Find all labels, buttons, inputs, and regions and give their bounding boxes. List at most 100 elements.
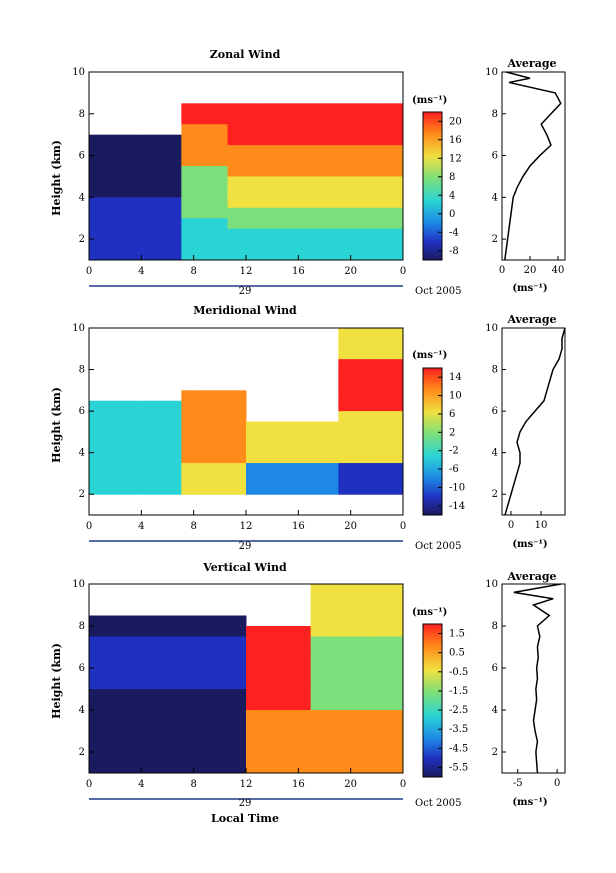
heatmap-cell xyxy=(246,710,256,721)
heatmap-cell xyxy=(190,166,201,177)
heatmap-cell xyxy=(329,145,339,157)
heatmap-cell xyxy=(301,134,312,146)
heatmap-cell xyxy=(356,605,367,616)
heatmap-cell xyxy=(227,720,238,732)
heatmap-cell xyxy=(190,239,201,251)
heatmap-cell xyxy=(89,134,99,146)
heatmap-cell xyxy=(375,741,386,753)
heatmap-cell xyxy=(181,155,192,167)
heatmap-cell xyxy=(246,103,256,115)
average-y-tick-label: 6 xyxy=(492,663,498,674)
heatmap-cell xyxy=(301,473,312,485)
average-y-tick-label: 8 xyxy=(492,109,498,120)
heatmap-cell xyxy=(181,400,192,412)
heatmap-cell xyxy=(153,762,164,774)
heatmap-cell xyxy=(144,626,155,637)
heatmap-cell xyxy=(366,103,376,115)
heatmap-cell xyxy=(356,328,367,339)
heatmap-cell xyxy=(209,483,219,495)
heatmap-cell xyxy=(181,762,192,774)
heatmap-cell xyxy=(282,207,293,219)
heatmap-cell xyxy=(393,636,404,648)
heatmap-cell xyxy=(255,647,265,658)
heatmap-cell xyxy=(172,483,182,495)
heatmap-cell xyxy=(107,176,118,188)
heatmap-cell xyxy=(319,731,330,742)
heatmap-cell xyxy=(199,431,210,443)
heatmap-cell xyxy=(172,636,182,648)
heatmap-cell xyxy=(282,473,293,485)
heatmap-cell xyxy=(384,134,395,146)
heatmap-cell xyxy=(319,103,330,115)
heatmap-cell xyxy=(218,155,229,167)
heatmap-cell xyxy=(162,762,173,774)
heatmap-cell xyxy=(292,103,302,115)
heatmap-cell xyxy=(273,483,284,495)
heatmap-cell xyxy=(292,473,302,485)
heatmap-cell xyxy=(144,762,155,774)
heatmap-cell xyxy=(172,431,182,443)
heatmap-cell xyxy=(292,228,302,240)
heatmap-cell xyxy=(338,594,349,606)
heatmap-cell xyxy=(255,762,265,774)
heatmap-cell xyxy=(236,400,247,412)
heatmap-cell xyxy=(255,431,265,443)
heatmap-cell xyxy=(116,431,127,443)
heatmap-cell xyxy=(375,228,386,240)
heatmap-cell xyxy=(310,762,321,774)
heatmap-cell xyxy=(190,411,201,422)
heatmap-cell xyxy=(218,186,229,198)
heatmap-cell xyxy=(393,463,404,474)
heatmap-cell xyxy=(255,124,265,136)
heatmap-cell xyxy=(246,124,256,136)
y-tick-label: 6 xyxy=(79,663,85,674)
heatmap-cell xyxy=(301,124,312,136)
heatmap-cell xyxy=(227,615,238,627)
heatmap-cell xyxy=(384,463,395,474)
heatmap-cell xyxy=(255,176,265,188)
heatmap-cell xyxy=(384,176,395,188)
heatmap-cell xyxy=(89,473,99,485)
average-x-tick-label: 0 xyxy=(554,778,560,789)
heatmap-cell xyxy=(181,249,192,261)
heatmap-cell xyxy=(366,390,376,402)
heatmap-cell xyxy=(301,657,312,669)
heatmap-cell xyxy=(98,731,108,742)
x-tick-label: 4 xyxy=(138,521,144,532)
heatmap-cell xyxy=(356,239,367,251)
heatmap-cell xyxy=(181,421,192,433)
heatmap-cell xyxy=(227,463,238,474)
heatmap-cell xyxy=(246,249,256,261)
x-tick-label: 0 xyxy=(86,779,92,790)
heatmap-cell xyxy=(310,720,321,732)
heatmap-cell xyxy=(301,145,312,157)
heatmap-cell xyxy=(338,145,349,157)
heatmap-cell xyxy=(393,421,404,433)
heatmap-cell xyxy=(199,720,210,732)
heatmap-cell xyxy=(384,741,395,753)
heatmap-cell xyxy=(209,176,219,188)
heatmap-cell xyxy=(338,176,349,188)
heatmap-cell xyxy=(107,411,118,422)
heatmap-cell xyxy=(329,605,339,616)
heatmap-cell xyxy=(366,657,376,669)
heatmap-cell xyxy=(144,452,155,464)
x-tick-label: 4 xyxy=(138,779,144,790)
heatmap-cell xyxy=(264,636,275,648)
heatmap-cell xyxy=(384,584,395,595)
heatmap-cell xyxy=(319,155,330,167)
heatmap-cell xyxy=(282,103,293,115)
heatmap-cell xyxy=(125,421,136,433)
x-tick-label: 16 xyxy=(292,266,305,277)
heatmap-cell xyxy=(190,186,201,198)
heatmap-cell xyxy=(338,626,349,637)
heatmap-cell xyxy=(209,720,219,732)
heatmap-cell xyxy=(89,145,99,157)
heatmap-cell xyxy=(393,605,404,616)
heatmap-cell xyxy=(89,197,99,209)
heatmap-cell xyxy=(236,228,247,240)
heatmap-cell xyxy=(301,207,312,219)
heatmap-cell xyxy=(356,473,367,485)
heatmap-cell xyxy=(107,452,118,464)
heatmap-cell xyxy=(218,218,229,230)
